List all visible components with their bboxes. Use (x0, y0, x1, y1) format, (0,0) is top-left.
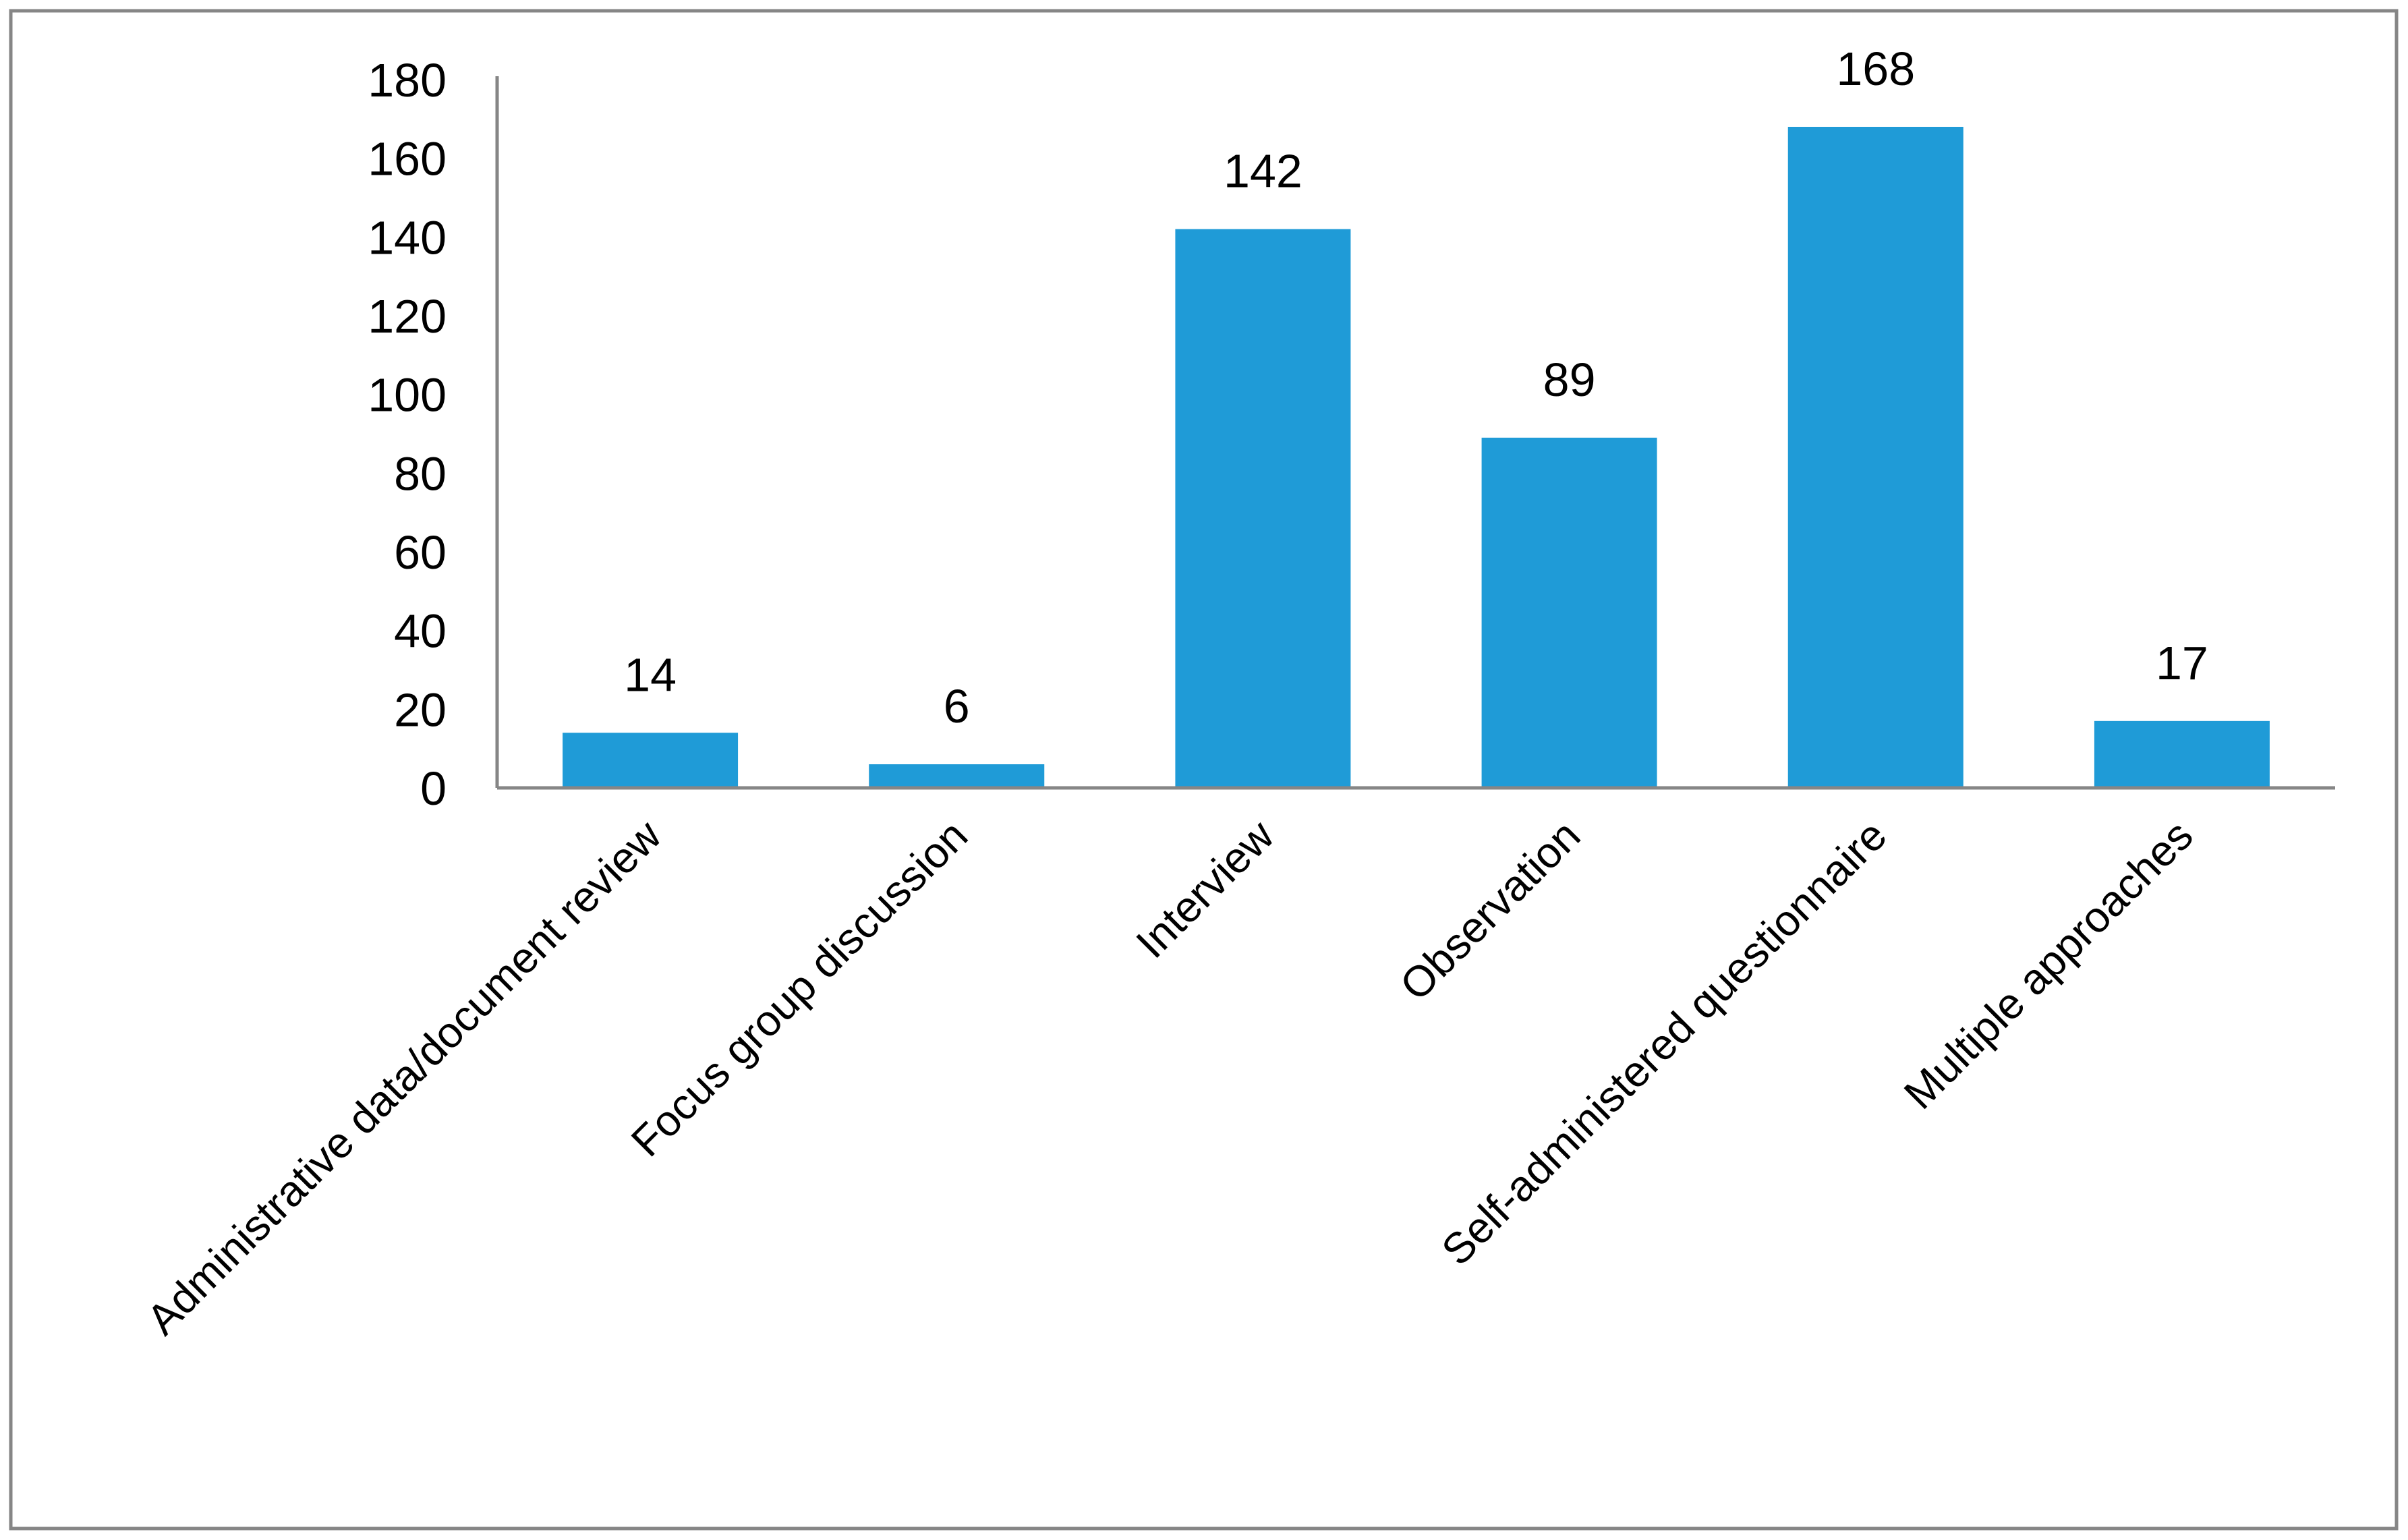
y-tick-label: 100 (368, 369, 447, 422)
bar (869, 764, 1045, 788)
data-label: 89 (1543, 353, 1596, 406)
y-tick-label: 140 (368, 211, 447, 264)
data-label: 17 (2156, 637, 2208, 689)
bar (1787, 127, 1963, 788)
bar (563, 733, 739, 788)
data-label: 142 (1224, 145, 1302, 198)
y-tick-label: 160 (368, 133, 447, 186)
bar (1481, 437, 1657, 788)
data-label: 14 (624, 648, 677, 701)
data-label: 168 (1836, 42, 1915, 95)
y-tick-label: 60 (394, 526, 447, 579)
y-tick-label: 120 (368, 290, 447, 343)
data-label: 6 (944, 680, 970, 733)
y-tick-label: 80 (394, 447, 447, 500)
y-tick-label: 20 (394, 683, 447, 736)
y-tick-label: 180 (368, 54, 447, 107)
y-tick-label: 0 (420, 762, 447, 815)
bar (1175, 229, 1351, 789)
y-tick-label: 40 (394, 605, 447, 658)
bar (2094, 720, 2270, 788)
